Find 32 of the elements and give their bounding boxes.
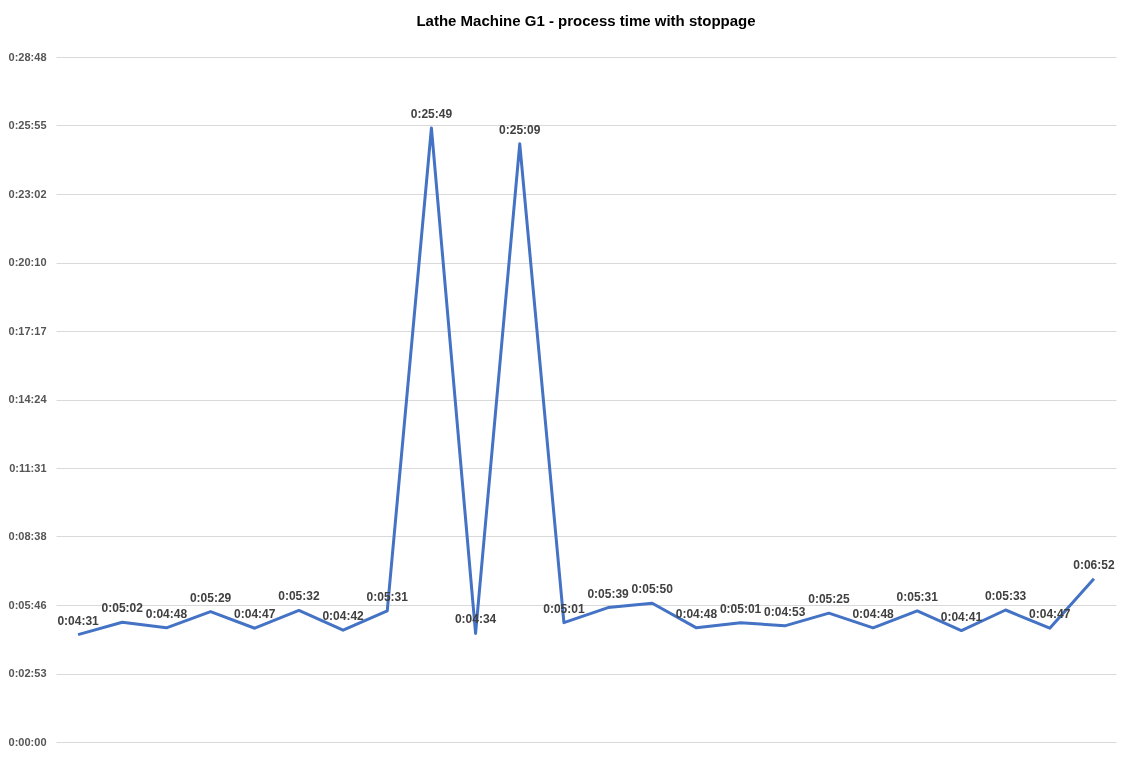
text: 0:04:48 [675, 606, 718, 621]
text: 0:25:49 [410, 106, 453, 121]
text: 0:05:31 [896, 589, 938, 604]
text: 0:04:48 [145, 606, 188, 621]
text: 0:05:33 [984, 588, 1027, 603]
text: 0:05:50 [631, 582, 673, 597]
y-tick-label: 0:08:38 [8, 530, 47, 542]
y-tick-label: 0:02:53 [8, 667, 47, 679]
y-tick-label: 0:23:02 [8, 187, 47, 200]
text: 0:05:39 [587, 586, 629, 601]
text: 0:04:47 [234, 607, 276, 622]
text: 0:04:53 [764, 604, 806, 619]
y-tick-label: 0:20:10 [8, 256, 47, 268]
text: 0:05:32 [278, 589, 320, 604]
text: 0:04:41 [940, 609, 983, 624]
text: 0:05:01 [719, 601, 762, 616]
text: 0:05:02 [101, 601, 143, 616]
y-tick-label: 0:25:55 [8, 119, 47, 131]
text: 0:04:48 [852, 606, 894, 621]
y-tick-label: 0:14:24 [8, 393, 48, 405]
text: 0:05:29 [189, 590, 232, 605]
y-tick-label: 0:17:17 [8, 324, 47, 337]
y-tick-label: 0:28:48 [8, 50, 47, 63]
text: 0:05:25 [808, 592, 850, 607]
y-tick-label: 0:00:00 [8, 735, 47, 748]
text: 0:04:31 [57, 613, 99, 628]
text: 0:04:42 [322, 609, 364, 624]
y-tick-label: 0:11:31 [9, 461, 47, 474]
text: 0:06:52 [1073, 557, 1115, 572]
y-tick-label: 0:05:46 [8, 598, 47, 611]
chart-title: Lathe Machine G1 - process time with stoppage [416, 12, 756, 29]
text: 0:25:09 [499, 122, 541, 137]
